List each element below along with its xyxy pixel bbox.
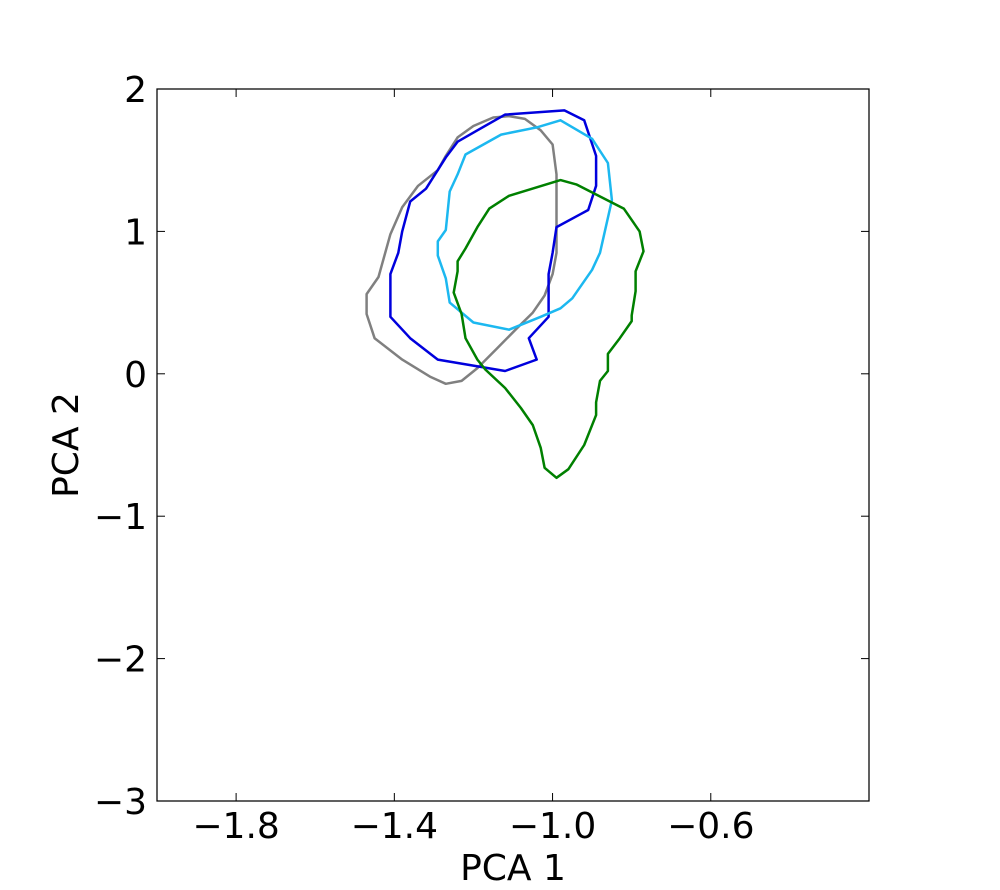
y-axis-label: PCA 2 — [46, 392, 87, 498]
x-tick-label: −1.8 — [192, 806, 279, 847]
y-tick-label: −3 — [94, 782, 147, 823]
y-tick-label: 0 — [124, 355, 147, 396]
y-tick-label: −1 — [94, 497, 147, 538]
contour-series-1 — [365, 114, 558, 386]
contour-series-3 — [436, 119, 614, 331]
x-tick-label: −1.4 — [351, 806, 438, 847]
plot-area-frame — [156, 88, 870, 802]
x-axis-label: PCA 1 — [460, 848, 566, 889]
x-tick-label: −1.0 — [509, 806, 596, 847]
y-tick-label: 1 — [124, 212, 147, 253]
x-tick-label: −0.6 — [667, 806, 754, 847]
y-tick-label: −2 — [94, 640, 147, 681]
y-tick-label: 2 — [124, 70, 147, 111]
contour-series-4 — [452, 178, 645, 480]
series-layer — [365, 109, 645, 480]
ticks-layer — [157, 88, 869, 802]
labels-layer: −1.8 −1.4 −1.0 −0.6 −3 −2 −1 0 1 2 — [94, 70, 755, 847]
contour-series-2 — [389, 109, 598, 373]
